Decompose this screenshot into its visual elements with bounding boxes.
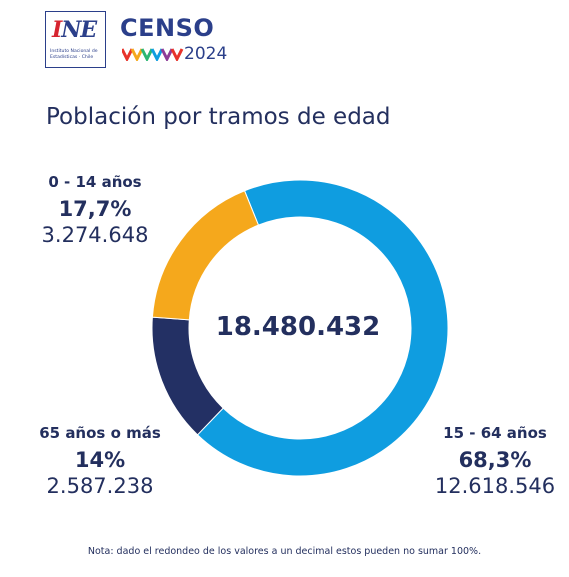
label-65-plus-value: 2.587.238: [46, 474, 154, 498]
label-65-plus-name: 65 años o más: [39, 424, 161, 442]
censo-logo-zigzag: [122, 48, 184, 61]
label-65-plus: 65 años o más 14% 2.587.238: [30, 424, 170, 498]
censo-logo-year: 2024: [184, 44, 228, 64]
donut-center-total: 18.480.432: [215, 312, 381, 342]
label-0-14: 0 - 14 años 17,7% 3.274.648: [30, 173, 160, 247]
label-15-64-name: 15 - 64 años: [443, 424, 547, 442]
ine-logo-word: INE: [52, 17, 97, 43]
ine-logo: INE Instituto Nacional de Estadísticas ·…: [45, 11, 106, 68]
label-15-64: 15 - 64 años 68,3% 12.618.546: [425, 424, 565, 498]
label-0-14-percent: 17,7%: [58, 197, 132, 221]
chart-title: Población por tramos de edad: [46, 104, 391, 130]
label-0-14-value: 3.274.648: [41, 223, 149, 247]
label-15-64-value: 12.618.546: [434, 474, 556, 498]
label-15-64-percent: 68,3%: [458, 448, 532, 472]
censo-logo: CENSO 2024: [120, 14, 240, 64]
donut-slice-15-64: [196, 179, 449, 477]
label-0-14-name: 0 - 14 años: [48, 173, 142, 191]
ine-logo-subtitle: Instituto Nacional de Estadísticas · Chi…: [50, 49, 98, 60]
label-65-plus-percent: 14%: [74, 448, 126, 472]
donut-slice-0-14: [151, 190, 260, 321]
censo-logo-word: CENSO: [120, 14, 215, 42]
footnote: Nota: dado el redondeo de los valores a …: [87, 546, 482, 557]
